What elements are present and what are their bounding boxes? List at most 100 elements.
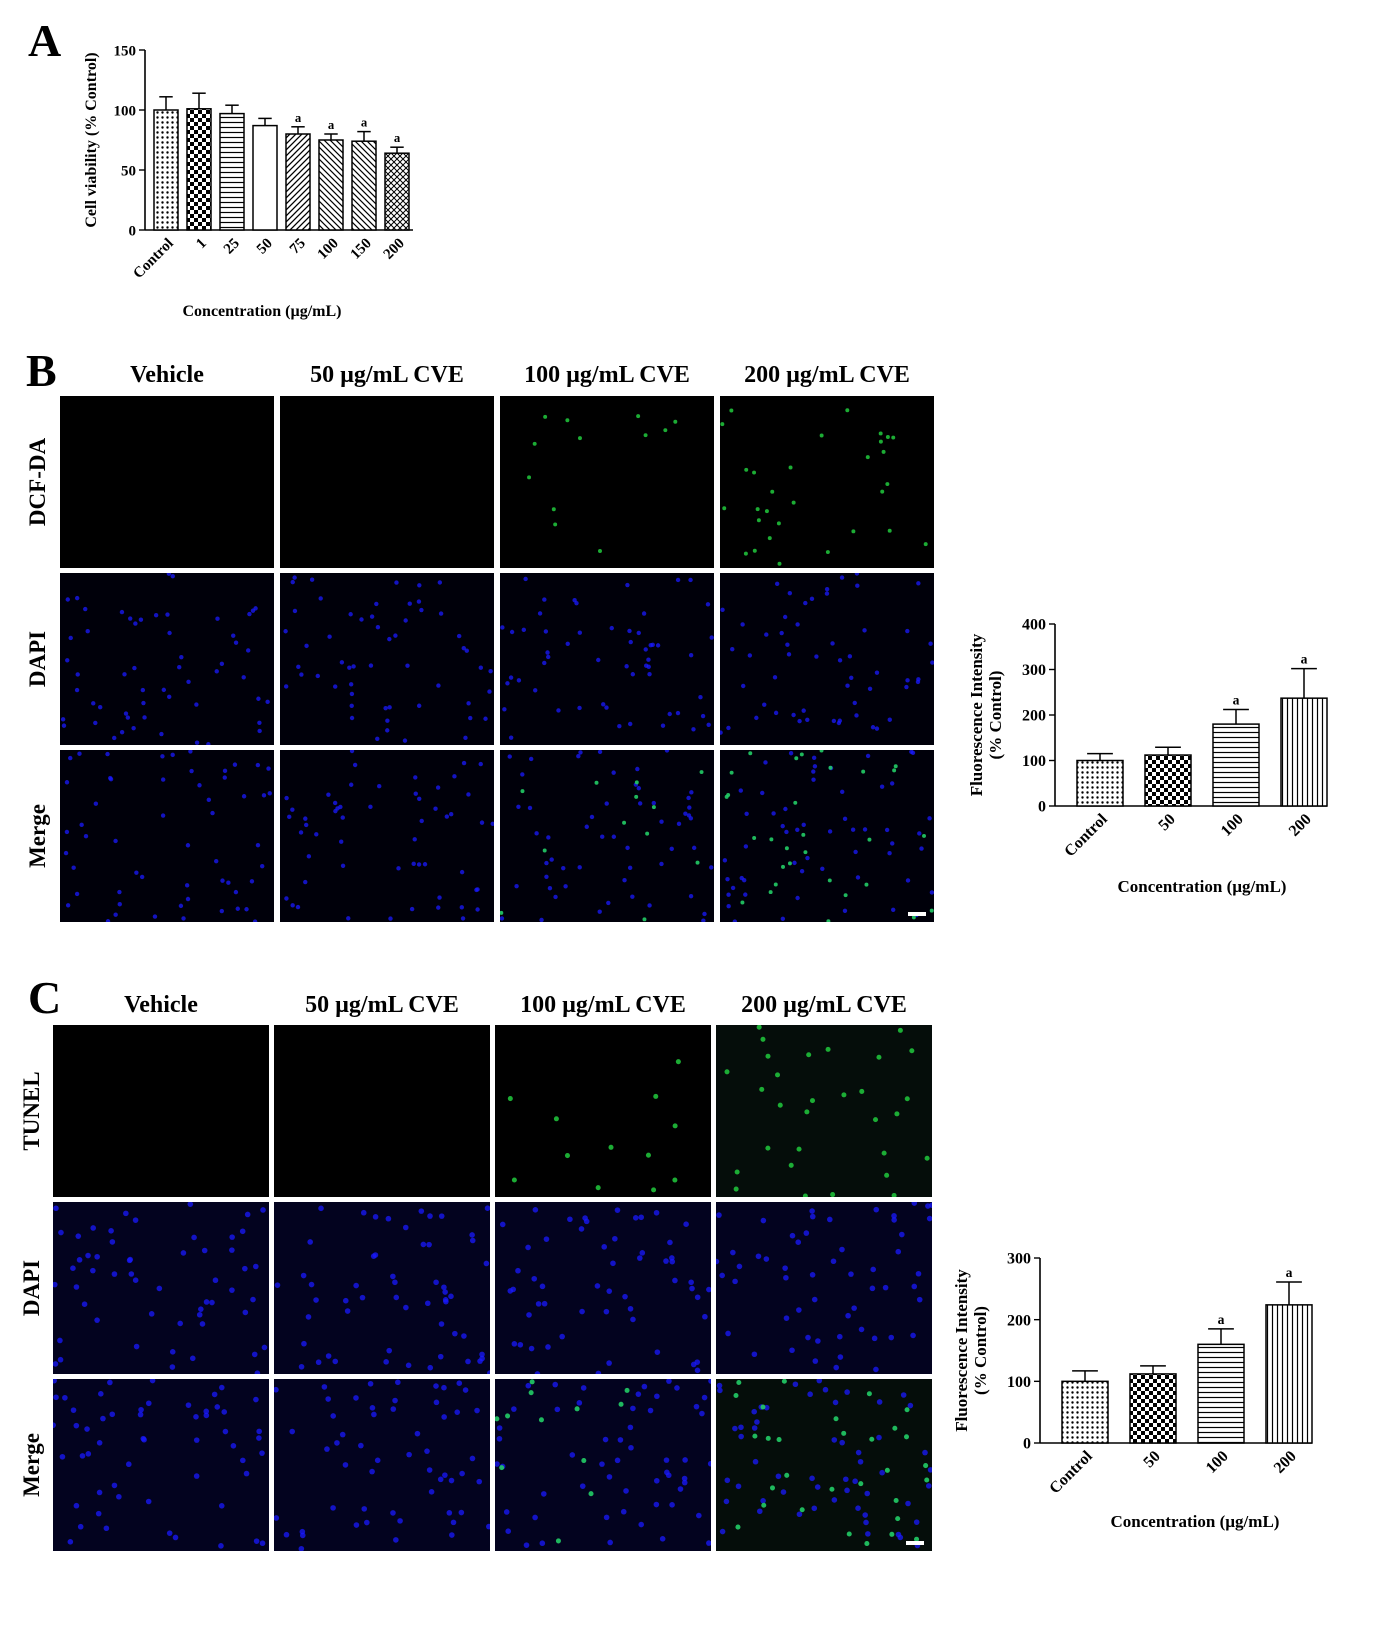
significance-label: a [1286,1265,1293,1280]
x-tick-label: 25 [221,236,243,258]
y-tick-label: 0 [1038,799,1046,816]
bar-50 [1129,1373,1177,1444]
significance-label: a [295,111,302,125]
x-tick-label: 1 [193,236,210,253]
x-tick-label: 50 [1155,811,1178,834]
micrograph-merge-1 [53,1379,269,1551]
significance-label: a [361,116,368,130]
column-header-2: 50 µg/mL CVE [310,362,464,388]
x-axis-label: Concentration (µg/mL) [1111,1512,1280,1531]
micrograph-dapi-4 [716,1202,932,1374]
micrograph-tunel-4 [716,1025,932,1197]
bar-100 [318,139,344,231]
column-header-4: 200 µg/mL CVE [741,992,907,1018]
y-axis-label: Fluorescence Intensity [967,633,986,796]
bar-75 [285,133,311,231]
chart-b-fluorescence: 0 100 200 300 400 Control 50 a 100 a 200 Concentrat… [967,617,1328,896]
significance-label: a [1218,1312,1225,1327]
y-tick-label: 0 [129,223,137,239]
bar-200 [1265,1304,1313,1444]
bar-control [153,109,179,231]
x-tick-label: 75 [287,236,309,258]
bar-200 [1280,697,1328,807]
bar-200 [384,152,410,231]
panel-letter-b: B [26,345,57,396]
micrograph-dcfda-4 [720,396,934,568]
micrograph-dcfda-2 [280,396,494,568]
micrograph-dapi-2 [274,1202,490,1374]
row-label-dapi: DAPI [19,1259,44,1317]
x-tick-label: 50 [254,236,276,258]
micrograph-dapi-1 [60,573,274,745]
column-header-3: 100 µg/mL CVE [524,362,690,388]
bar-50 [252,124,278,231]
micrograph-merge-1 [60,750,274,922]
micrograph-dcfda-1 [60,396,274,568]
y-tick-label: 300 [1022,662,1046,679]
row-label-merge: Merge [19,1433,44,1497]
y-axis-label: (% Control) [986,671,1005,760]
micrograph-tunel-1 [53,1025,269,1197]
micrograph-dapi-2 [280,573,494,745]
row-label-tunel: TUNEL [19,1071,44,1151]
x-axis-label: Concentration (µg/mL) [1118,877,1287,896]
y-axis-label: (% Control) [971,1306,990,1395]
y-tick-label: 150 [114,43,137,59]
bar-100 [1212,723,1260,807]
column-header-2: 50 µg/mL CVE [305,992,459,1018]
row-label-dcfda: DCF-DA [25,437,50,527]
y-axis-label: Fluorescence Intensity [952,1269,971,1432]
x-tick-label: 200 [1286,811,1315,840]
y-tick-label: 50 [121,163,136,179]
panel-letter-c: C [28,972,62,1023]
micrograph-merge-2 [274,1379,490,1551]
bar-1 [186,108,212,231]
significance-label: a [394,131,401,145]
y-tick-label: 100 [1022,753,1046,770]
micrograph-dapi-3 [495,1202,711,1374]
panel-letter-a: A [28,15,62,66]
bar-50 [1144,754,1192,807]
significance-label: a [1233,693,1240,708]
micrograph-tunel-2 [274,1025,490,1197]
y-tick-label: 200 [1022,708,1046,725]
x-tick-label: 100 [315,236,342,263]
row-label-merge: Merge [25,804,50,868]
bar-control [1076,759,1124,807]
x-tick-label: 100 [1203,1448,1232,1477]
significance-label: a [1301,652,1308,667]
bar-100 [1197,1343,1245,1444]
x-tick-label: Control [130,236,176,282]
column-header-4: 200 µg/mL CVE [744,362,910,388]
y-tick-label: 400 [1022,617,1046,634]
chart-c-fluorescence: 0 100 200 300 Control 50 a 100 a 200 Concentration… [952,1251,1313,1531]
micrograph-dapi-3 [500,573,714,745]
y-tick-label: 300 [1007,1251,1031,1268]
x-axis-label: Concentration (µg/mL) [183,303,342,320]
micrograph-dapi-4 [720,573,934,745]
micrograph-merge-3 [500,750,714,922]
micrograph-merge-2 [280,750,494,922]
bar-control [1061,1380,1109,1444]
x-tick-label: 100 [1218,811,1247,840]
y-tick-label: 200 [1007,1312,1031,1329]
significance-label: a [328,118,335,132]
row-label-dapi: DAPI [25,630,50,688]
micrograph-merge-4 [716,1379,932,1551]
y-tick-label: 0 [1023,1436,1031,1453]
x-tick-label: Control [1061,810,1111,860]
column-header-1: Vehicle [130,362,204,388]
bar-25 [219,112,245,231]
x-tick-label: 150 [348,236,375,263]
x-tick-label: Control [1046,1447,1096,1497]
x-tick-label: 200 [1271,1448,1300,1477]
micrograph-dapi-1 [53,1202,269,1374]
column-header-3: 100 µg/mL CVE [520,992,686,1018]
y-axis-label: Cell viability (% Control) [83,52,100,227]
micrograph-dcfda-3 [500,396,714,568]
x-tick-label: 50 [1140,1448,1163,1471]
y-tick-label: 100 [1007,1374,1031,1391]
micrograph-merge-4 [720,750,934,922]
micrograph-tunel-3 [495,1025,711,1197]
